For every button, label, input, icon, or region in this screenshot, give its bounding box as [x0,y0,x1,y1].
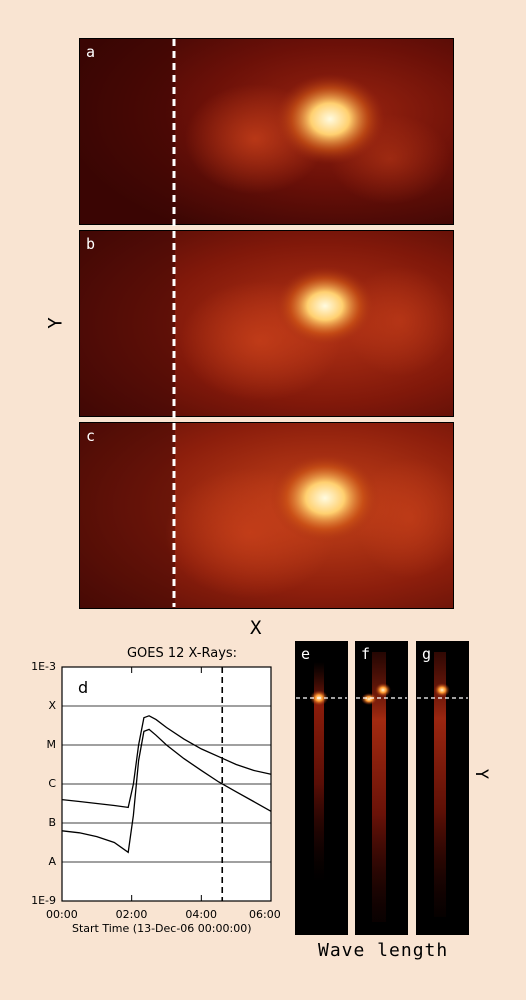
x-tick-label: 02:00 [115,908,148,921]
goes-chart-title: GOES 12 X-Rays: [126,646,238,661]
y-tick-label: A [48,855,56,868]
image-panel-b: b [79,230,454,417]
panel-label: e [301,645,311,663]
spectrum-panel-e: e [295,641,348,935]
panel-label-d: d [78,678,88,697]
slit-position-line [172,39,176,607]
y-tick-label: M [46,738,57,751]
y-tick-label: 1E-9 [31,894,56,907]
panel-label: a [86,43,96,61]
xray-flux-series-1 [61,715,272,809]
spectrum-panel-f: f [355,641,408,935]
image-panel-a: a [79,38,454,225]
xray-flux-series-2 [61,728,272,854]
spectra-x-axis-label: Wave length [318,940,449,961]
goes-xray-chart: d [61,666,272,902]
y-tick-label: X [48,699,56,712]
panel-label: g [422,645,432,663]
y-tick-label: 1E-3 [31,660,56,673]
panel-label: c [86,427,96,445]
y-tick-label: C [48,777,56,790]
y-tick-label: B [48,816,56,829]
spectra-y-axis-label: Y [471,768,492,780]
goes-x-axis-title: Start Time (13-Dec-06 00:00:00) [72,922,252,935]
image-panel-c: c [79,422,454,609]
panel-label: b [86,235,96,253]
x-tick-label: 00:00 [46,908,78,921]
image-x-axis-label: X [250,617,262,639]
x-tick-label: 06:00 [249,908,281,921]
spectrum-panel-g: g [416,641,469,935]
panel-label: f [361,645,371,663]
x-tick-label: 04:00 [185,908,218,921]
